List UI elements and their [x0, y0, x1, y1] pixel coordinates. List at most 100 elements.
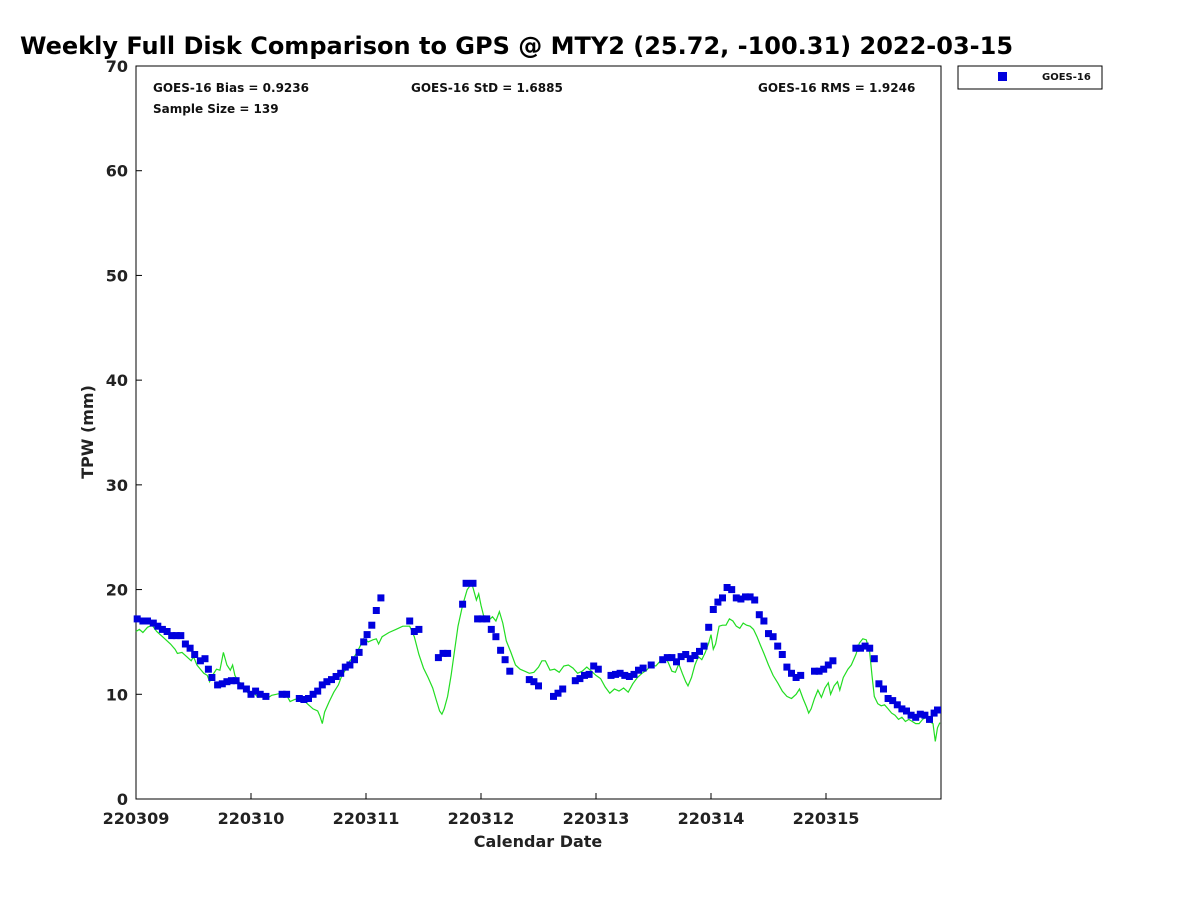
goes16-data-point [232, 677, 240, 685]
rms-stat: GOES-16 RMS = 1.9246 [758, 81, 915, 95]
goes16-data-point [154, 622, 162, 630]
goes16-data-point [410, 628, 418, 635]
goes16-data-point [723, 584, 731, 591]
goes16-data-point [581, 671, 588, 679]
goes16-data-point [903, 707, 910, 715]
legend-box [957, 65, 1103, 90]
goes16-data-point [177, 632, 185, 640]
goes16-data-point [635, 666, 642, 674]
goes16-marker-series [133, 579, 941, 723]
goes16-data-point [719, 594, 726, 602]
x-tick-label: 220313 [563, 809, 630, 828]
goes16-data-point [742, 593, 749, 601]
y-tick-label: 30 [106, 476, 128, 495]
goes16-data-point [916, 710, 924, 718]
goes16-data-point [314, 687, 322, 695]
goes16-data-point [594, 665, 602, 673]
goes16-data-point [893, 701, 901, 709]
goes16-data-point [406, 617, 414, 625]
goes16-data-point [158, 625, 166, 633]
goes16-data-point [492, 633, 500, 641]
goes16-data-point [363, 631, 371, 639]
goes16-data-point [295, 695, 303, 702]
goes16-data-point [252, 687, 260, 695]
goes16-data-point [774, 642, 782, 650]
goes16-data-point [559, 685, 567, 693]
goes16-data-point [341, 663, 349, 671]
goes16-data-point [765, 630, 772, 638]
x-tick-label: 220309 [103, 809, 170, 828]
legend: GOES-16 [957, 65, 1103, 90]
goes16-data-point [728, 586, 736, 594]
goes16-data-point [550, 692, 557, 700]
goes16-data-point [630, 670, 638, 678]
goes16-data-point [332, 673, 340, 680]
goes16-data-point [163, 628, 171, 635]
goes16-data-point [346, 661, 354, 669]
goes16-data-point [616, 669, 624, 677]
goes16-data-point [709, 606, 717, 613]
goes16-data-point [820, 665, 828, 673]
goes16-data-point [732, 594, 740, 602]
goes16-data-point [792, 674, 800, 681]
goes16-data-point [815, 667, 823, 675]
goes16-data-point [585, 670, 593, 678]
goes16-data-point [309, 690, 317, 698]
goes16-data-point [554, 689, 562, 697]
goes16-data-point [686, 655, 694, 663]
goes16-data-point [824, 661, 832, 669]
y-tick-label: 70 [106, 57, 128, 76]
goes16-data-point [328, 676, 335, 684]
goes16-data-point [208, 674, 216, 681]
goes16-data-point [530, 678, 538, 686]
goes16-data-point [737, 595, 745, 603]
goes16-data-point [368, 621, 376, 629]
goes16-data-point [355, 648, 363, 656]
goes16-data-point [576, 675, 584, 683]
goes16-data-point [677, 653, 685, 661]
y-tick-label: 60 [106, 162, 128, 181]
goes16-data-point [700, 642, 708, 650]
goes16-data-point [788, 669, 795, 677]
x-axis: 220309 220310 220311 220312 220313 220314 2203… [103, 793, 859, 828]
x-tick-label: 220314 [678, 809, 745, 828]
goes16-data-point [535, 682, 542, 690]
goes16-data-point [852, 644, 860, 652]
goes16-data-point [444, 649, 452, 657]
goes16-data-point [857, 644, 864, 652]
y-tick-label: 0 [117, 790, 128, 809]
goes16-data-point [691, 652, 699, 659]
goes16-data-point [696, 647, 703, 655]
goes16-data-point [861, 642, 869, 650]
goes16-data-point [439, 649, 447, 657]
goes16-data-point [149, 619, 157, 627]
goes16-data-point [337, 669, 345, 677]
goes16-data-point [663, 654, 671, 662]
goes16-data-point [875, 680, 883, 688]
goes16-data-point [256, 690, 264, 698]
goes16-data-point [318, 681, 326, 689]
goes16-data-point [278, 690, 286, 698]
goes16-data-point [242, 685, 250, 693]
goes16-data-point [459, 600, 467, 608]
y-tick-label: 50 [106, 266, 128, 285]
chart-title: Weekly Full Disk Comparison to GPS @ MTY… [20, 32, 1013, 60]
goes16-data-point [247, 690, 255, 698]
goes16-data-point [377, 594, 385, 602]
goes16-data-point [506, 667, 514, 675]
legend-marker [998, 72, 1007, 81]
std-stat: GOES-16 StD = 1.6885 [411, 81, 563, 95]
goes16-data-point [218, 680, 226, 688]
goes16-data-point [223, 678, 231, 686]
goes16-data-point [434, 654, 442, 662]
goes16-data-point [201, 655, 209, 663]
goes16-data-point [682, 651, 690, 658]
goes16-data-point [769, 633, 777, 641]
goes16-data-point [360, 638, 368, 646]
goes16-data-point [139, 617, 147, 625]
goes16-data-point [760, 617, 768, 625]
bias-stat: GOES-16 Bias = 0.9236 [153, 81, 309, 95]
goes16-data-point [751, 596, 759, 604]
x-tick-label: 220311 [333, 809, 400, 828]
goes16-data-point [144, 617, 151, 625]
